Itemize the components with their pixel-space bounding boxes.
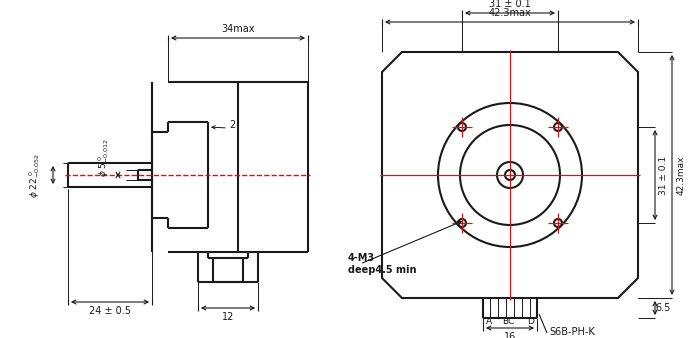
Text: 12: 12: [221, 312, 234, 322]
Text: deep4.5 min: deep4.5 min: [348, 265, 417, 275]
Text: A: A: [486, 316, 492, 325]
Text: $\phi$ 5$^{\ 0}_{-0.012}$: $\phi$ 5$^{\ 0}_{-0.012}$: [97, 137, 112, 177]
Text: D: D: [528, 316, 535, 325]
Text: 42.3max: 42.3max: [676, 155, 685, 195]
Text: 6.5: 6.5: [656, 303, 671, 313]
Text: $\phi$ 22$^{\ 0}_{-0.052}$: $\phi$ 22$^{\ 0}_{-0.052}$: [28, 152, 43, 197]
Text: BC: BC: [502, 316, 514, 325]
Text: 24 ± 0.5: 24 ± 0.5: [89, 306, 131, 316]
Text: S6B-PH-K: S6B-PH-K: [549, 327, 595, 337]
Text: 16: 16: [504, 332, 516, 338]
Text: 31 ± 0.1: 31 ± 0.1: [489, 0, 531, 9]
Polygon shape: [382, 52, 638, 298]
Text: 34max: 34max: [221, 24, 255, 34]
Text: 42.3max: 42.3max: [489, 8, 531, 18]
Text: 31 ± 0.1: 31 ± 0.1: [658, 155, 667, 195]
Text: 4-M3: 4-M3: [348, 253, 375, 263]
Text: 2: 2: [229, 120, 235, 130]
